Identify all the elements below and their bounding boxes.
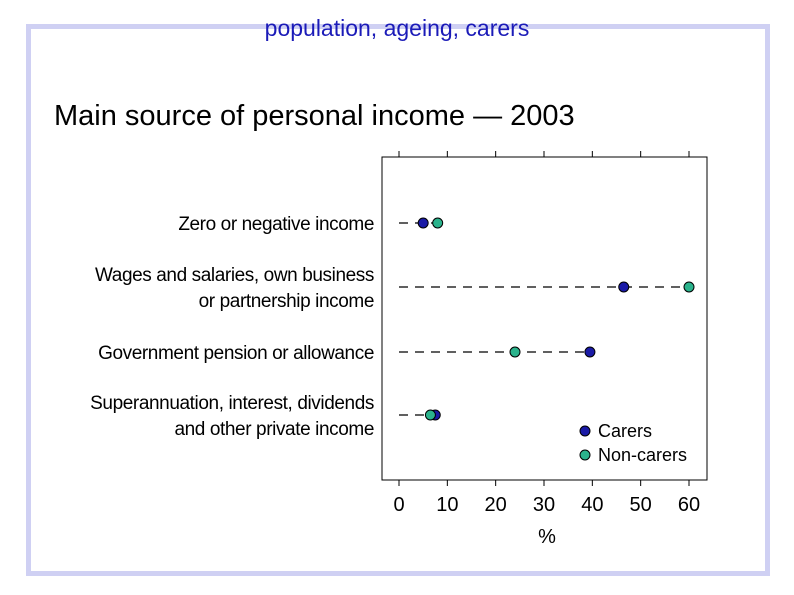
legend-marker xyxy=(579,449,591,461)
header-title: population, ageing, carers xyxy=(264,15,530,41)
data-point-non-carers xyxy=(683,281,695,293)
data-point-non-carers xyxy=(509,346,521,358)
x-tick-label: 60 xyxy=(678,494,700,516)
category-label: Zero or negative income xyxy=(178,214,374,235)
category-label: Government pension or allowance xyxy=(98,343,374,364)
x-tick-label: 20 xyxy=(485,494,507,516)
x-tick-label: 50 xyxy=(630,494,652,516)
x-tick-label: 10 xyxy=(436,494,458,516)
x-axis-label: % xyxy=(538,526,556,548)
data-point-carers xyxy=(584,346,596,358)
legend-label: Non-carers xyxy=(598,445,687,465)
legend-label: Carers xyxy=(598,421,652,441)
x-tick-label: 0 xyxy=(393,494,404,516)
category-label: and other private income xyxy=(174,419,374,440)
data-point-carers xyxy=(618,281,630,293)
category-label: Wages and salaries, own business xyxy=(95,265,374,286)
data-point-non-carers xyxy=(432,217,444,229)
slide-frame xyxy=(26,24,770,576)
data-point-carers xyxy=(417,217,429,229)
category-label: or partnership income xyxy=(199,291,374,312)
x-tick-label: 40 xyxy=(581,494,603,516)
plot-area xyxy=(381,156,708,481)
legend-marker xyxy=(579,425,591,437)
data-point-non-carers xyxy=(424,409,436,421)
x-tick-label: 30 xyxy=(533,494,555,516)
category-label: Superannuation, interest, dividends xyxy=(90,393,374,414)
slide-title: Main source of personal income — 2003 xyxy=(54,100,575,132)
